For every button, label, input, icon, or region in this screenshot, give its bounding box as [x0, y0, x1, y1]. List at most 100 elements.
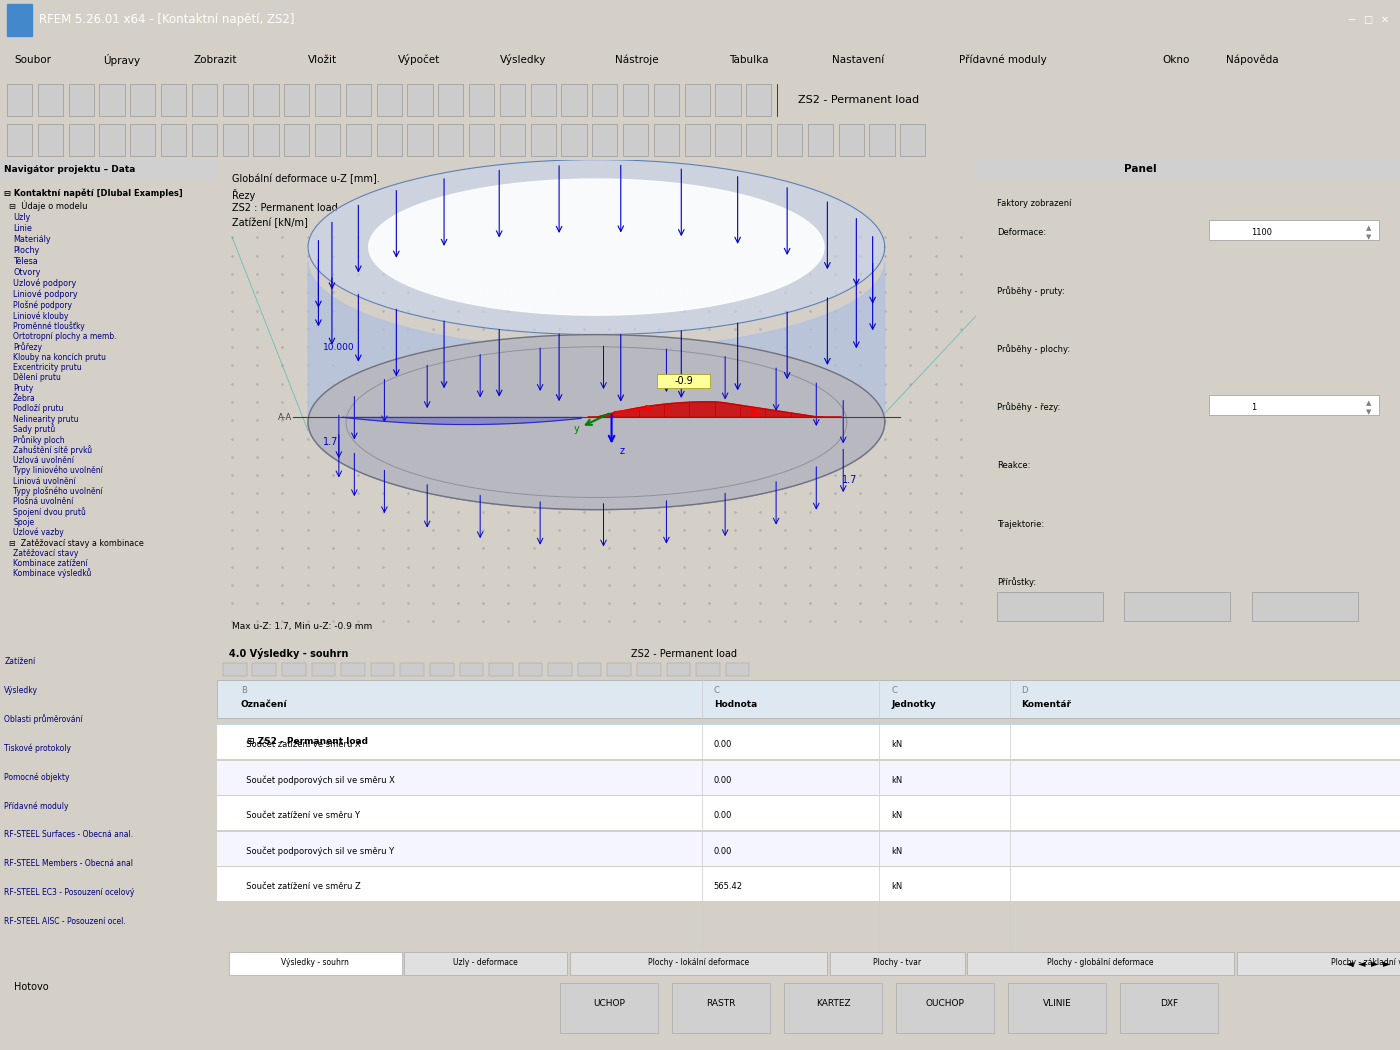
Point — [472, 594, 494, 611]
Point — [246, 247, 269, 264]
Point — [371, 247, 393, 264]
Point — [724, 375, 746, 392]
Point — [322, 613, 344, 630]
Point — [272, 247, 294, 264]
Point — [823, 559, 846, 575]
Point — [221, 467, 244, 484]
Point — [421, 375, 444, 392]
Bar — [161, 124, 186, 155]
Point — [573, 357, 595, 374]
Point — [673, 284, 696, 300]
Point — [472, 430, 494, 447]
Bar — [830, 951, 965, 975]
Point — [598, 357, 620, 374]
Text: VLINIE: VLINIE — [1043, 1000, 1071, 1008]
Text: Trajektorie:: Trajektorie: — [997, 520, 1044, 529]
Point — [799, 247, 822, 264]
Point — [246, 503, 269, 520]
Point — [799, 467, 822, 484]
Point — [297, 430, 319, 447]
Point — [447, 229, 469, 246]
Point — [497, 247, 519, 264]
Bar — [489, 664, 512, 676]
Point — [246, 576, 269, 593]
Text: Proměnné tloušťky: Proměnné tloušťky — [13, 321, 85, 331]
Point — [699, 339, 721, 356]
Text: Součet zatížení ve směru X: Součet zatížení ve směru X — [241, 740, 360, 750]
Point — [949, 247, 972, 264]
Point — [272, 339, 294, 356]
Point — [371, 357, 393, 374]
Point — [447, 522, 469, 539]
Point — [573, 613, 595, 630]
Point — [874, 576, 896, 593]
Bar — [666, 664, 690, 676]
Point — [749, 229, 771, 246]
Bar — [715, 124, 741, 155]
Point — [347, 394, 370, 411]
Point — [823, 448, 846, 465]
Point — [573, 448, 595, 465]
Point — [724, 485, 746, 502]
Text: Úpravy: Úpravy — [104, 54, 141, 66]
Point — [899, 503, 921, 520]
Point — [924, 503, 946, 520]
Point — [396, 448, 419, 465]
Point — [749, 357, 771, 374]
Text: ZS2 - Permanent load: ZS2 - Permanent load — [631, 649, 736, 658]
Point — [648, 357, 671, 374]
Bar — [69, 124, 94, 155]
Point — [421, 540, 444, 557]
Point — [396, 247, 419, 264]
Bar — [315, 124, 340, 155]
Point — [949, 229, 972, 246]
Point — [749, 503, 771, 520]
Point — [598, 412, 620, 428]
Point — [699, 503, 721, 520]
Text: Nelinearity prutu: Nelinearity prutu — [13, 415, 78, 423]
Point — [396, 485, 419, 502]
Point — [221, 284, 244, 300]
Point — [848, 266, 871, 282]
Point — [246, 540, 269, 557]
Point — [848, 485, 871, 502]
Point — [547, 266, 570, 282]
Text: Průniky ploch: Průniky ploch — [13, 435, 64, 445]
Point — [347, 522, 370, 539]
Text: B: B — [241, 687, 246, 695]
Point — [874, 485, 896, 502]
Point — [648, 247, 671, 264]
Point — [297, 266, 319, 282]
Point — [272, 448, 294, 465]
Point — [272, 522, 294, 539]
Point — [472, 357, 494, 374]
Text: Výsledky: Výsledky — [500, 55, 546, 65]
Point — [447, 467, 469, 484]
Text: Linie: Linie — [13, 225, 32, 233]
Point — [648, 320, 671, 337]
Text: Soubor: Soubor — [14, 55, 50, 65]
Text: 0.00: 0.00 — [714, 776, 732, 785]
Point — [573, 576, 595, 593]
Point — [724, 394, 746, 411]
Point — [924, 302, 946, 319]
Point — [899, 613, 921, 630]
Point — [724, 559, 746, 575]
Point — [899, 559, 921, 575]
Point — [924, 430, 946, 447]
Point — [447, 320, 469, 337]
Text: Zahuštění sítě prvků: Zahuštění sítě prvků — [13, 445, 92, 455]
Bar — [1008, 983, 1106, 1033]
Point — [749, 266, 771, 282]
Point — [648, 594, 671, 611]
Point — [371, 412, 393, 428]
Bar — [438, 84, 463, 116]
Text: Hodnota: Hodnota — [714, 700, 757, 709]
Point — [396, 576, 419, 593]
Point — [522, 247, 545, 264]
Point — [221, 320, 244, 337]
Point — [322, 247, 344, 264]
Point — [949, 522, 972, 539]
Point — [924, 576, 946, 593]
Point — [774, 320, 797, 337]
